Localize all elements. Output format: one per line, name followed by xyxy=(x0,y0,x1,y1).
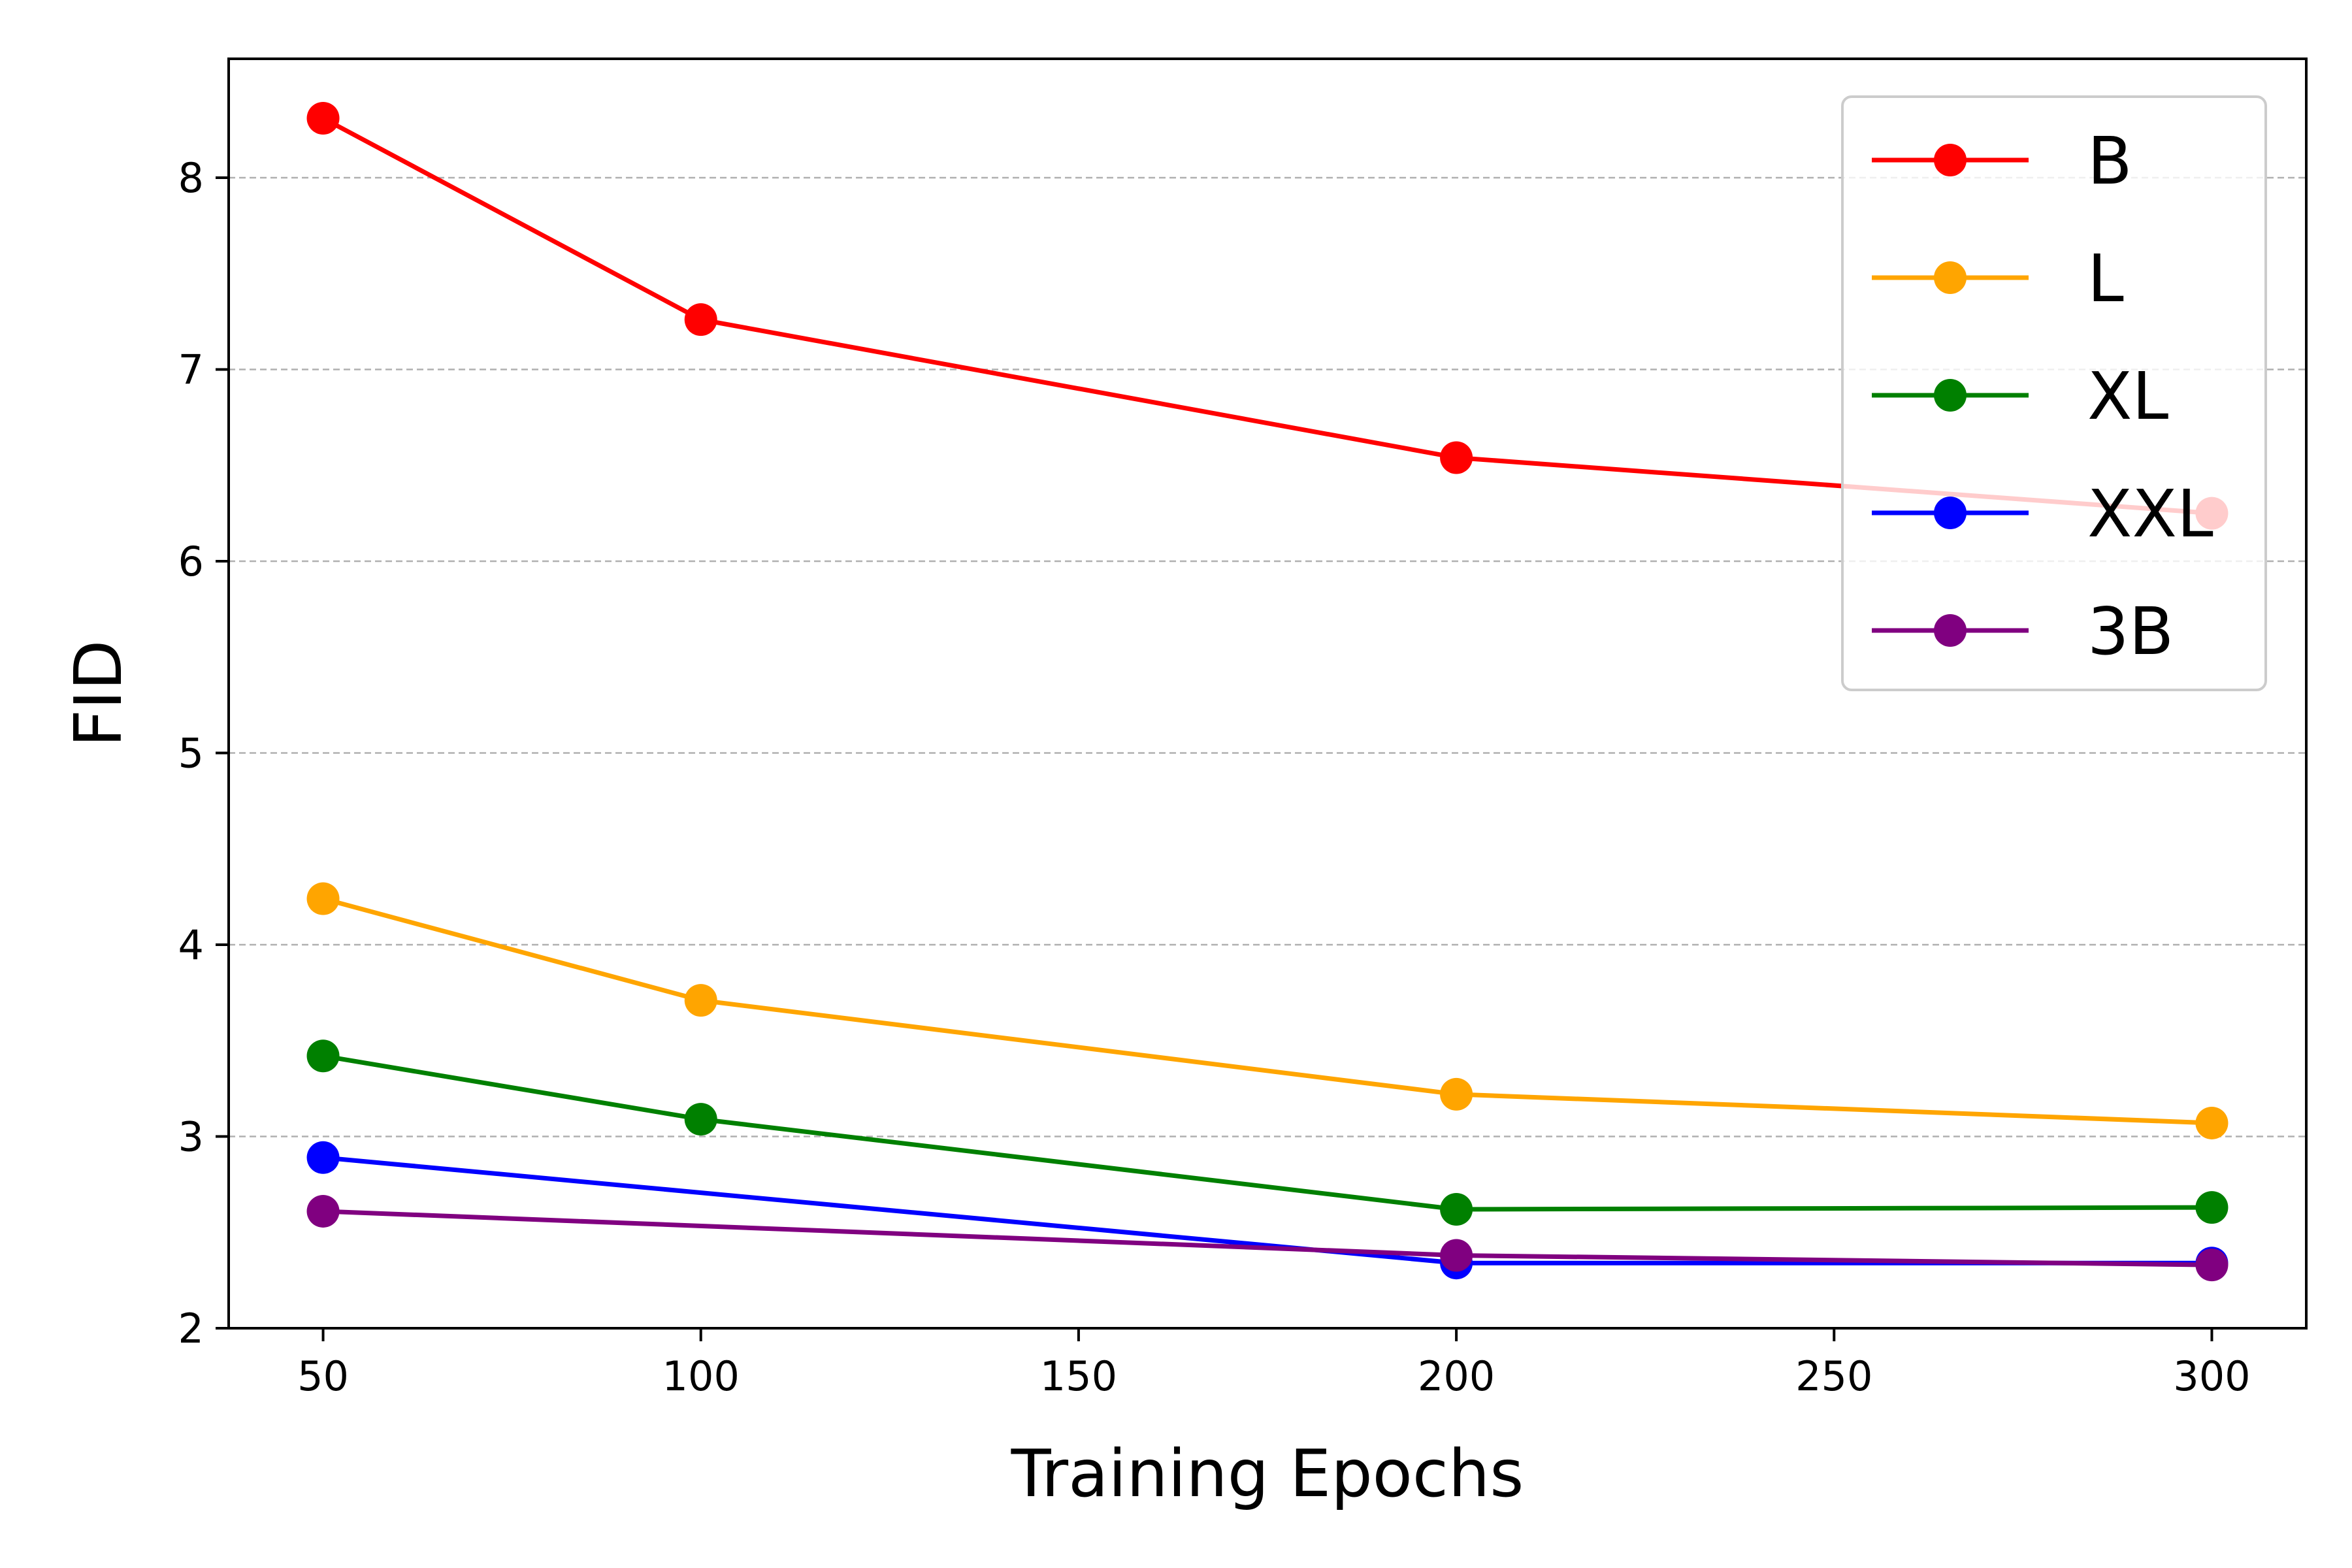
y-axis-ticks: 2 3 4 5 6 7 8 xyxy=(178,154,229,1352)
y-tick-label: 4 xyxy=(178,921,204,969)
x-axis-ticks: 50 100 150 200 250 300 xyxy=(297,1328,2251,1400)
data-point xyxy=(684,303,717,336)
x-tick-label: 200 xyxy=(1418,1352,1495,1400)
legend-item-xxl: XXL xyxy=(1872,476,2213,552)
legend-item-b: B xyxy=(1872,123,2132,199)
series-xl xyxy=(306,1039,2229,1226)
legend-box xyxy=(1841,95,2267,691)
x-tick-label: 250 xyxy=(1795,1352,1872,1400)
data-point xyxy=(1440,1239,1473,1272)
series-line-l xyxy=(322,896,2212,1126)
y-tick-label: 7 xyxy=(178,346,204,393)
legend-swatch-marker xyxy=(1934,614,1967,647)
x-tick-label: 100 xyxy=(662,1352,740,1400)
legend-item-xl: XL xyxy=(1872,358,2169,434)
plot-series xyxy=(306,101,2229,1282)
data-point xyxy=(1440,1193,1473,1226)
legend-swatch-marker xyxy=(1934,497,1967,529)
legend-label: XL xyxy=(2087,358,2169,434)
data-point xyxy=(2195,1106,2229,1139)
x-tick-label: 150 xyxy=(1040,1352,1117,1400)
data-point xyxy=(684,984,717,1017)
series-l xyxy=(306,882,2229,1139)
data-point xyxy=(684,1103,717,1136)
y-axis-title: FID xyxy=(60,640,137,747)
series-line-b xyxy=(321,116,2212,516)
data-point xyxy=(306,882,340,915)
legend-item-3b: 3B xyxy=(1872,593,2174,670)
series-b xyxy=(306,101,2229,530)
data-point xyxy=(2195,1191,2229,1224)
y-tick-label: 6 xyxy=(178,538,204,585)
legend-swatch-marker xyxy=(1934,379,1967,412)
y-tick-label: 2 xyxy=(178,1305,204,1352)
data-point xyxy=(306,1194,340,1228)
legend-swatch-marker xyxy=(1934,261,1967,294)
plot-frame xyxy=(227,57,2308,1330)
data-point xyxy=(306,1141,340,1174)
legend-label: 3B xyxy=(2087,593,2174,670)
x-tick-label: 300 xyxy=(2173,1352,2250,1400)
data-point xyxy=(1440,441,1473,474)
series-line-xl xyxy=(322,1053,2212,1212)
x-axis-title: Training Epochs xyxy=(1011,1435,1524,1512)
series-3b xyxy=(306,1194,2229,1282)
data-point xyxy=(306,1039,340,1073)
legend-label: L xyxy=(2087,240,2124,317)
y-tick-label: 5 xyxy=(178,729,204,777)
data-point xyxy=(306,101,340,135)
y-tick-label: 3 xyxy=(178,1113,204,1160)
y-tick-label: 8 xyxy=(178,154,204,202)
data-point xyxy=(1440,1077,1473,1111)
legend: BL XL XXL 3B xyxy=(1841,95,2267,691)
legend-label: XXL xyxy=(2087,476,2213,552)
legend-item-l: L xyxy=(1872,240,2124,317)
legend-swatch-marker xyxy=(1934,144,1967,176)
legend-label: B xyxy=(2087,123,2132,199)
data-point xyxy=(2195,1249,2229,1282)
x-tick-label: 50 xyxy=(297,1352,349,1400)
